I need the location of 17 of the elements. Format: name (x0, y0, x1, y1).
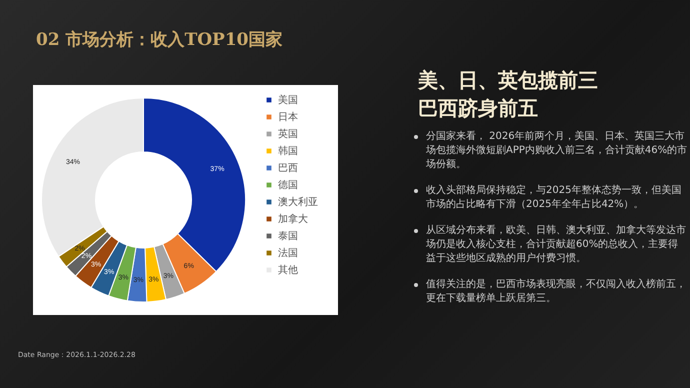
legend-label: 加拿大 (278, 213, 308, 225)
legend-label: 其他 (278, 264, 298, 276)
legend-label: 韩国 (278, 145, 298, 157)
legend-label: 日本 (278, 111, 298, 123)
legend-label: 德国 (278, 180, 298, 191)
text: 收入头部格局保持稳定，与2025年整体态势一致，但美国市场的占比略有下滑（2025年全年占比42%）。 (426, 185, 682, 210)
text: 分国家来看， 2026年前两个月，美国、日本、英国三大市场包揽海外微短剧APP内购收入前三名，合计贡献46%的市场份额。 (426, 131, 688, 170)
legend-label: 澳大利亚 (278, 196, 318, 208)
legend-label: 英国 (278, 128, 298, 140)
text: 美、日、英包揽前三巴西跻身前五 (418, 67, 599, 122)
chart-title: 02 市场分析：收入TOP10国家 (36, 29, 282, 51)
legend-label: 泰国 (278, 231, 298, 242)
text: 值得关注的是，巴西市场表现亮眼，不仅闯入收入榜前五，更在下载量榜单上跃居第三。 (426, 279, 686, 304)
text: 从区域分布来看，欧美、日韩、澳大利亚、加拿大等发达市场仍是收入核心支柱，合计贡献超60%的总收入，主要得益于这些地区成熟的用户付费习惯。 (426, 225, 686, 264)
legend-label: 法国 (278, 247, 298, 259)
legend-label: 美国 (278, 94, 298, 106)
legend-label: 巴西 (278, 163, 298, 174)
